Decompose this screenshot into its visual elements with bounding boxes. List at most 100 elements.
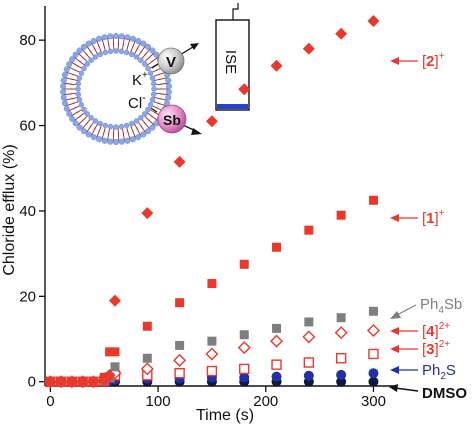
- lipid-head: [150, 91, 157, 98]
- sb-arrow-head: [191, 128, 202, 135]
- x-tick-label: 0: [46, 393, 54, 410]
- lipid-head: [107, 123, 114, 130]
- lipid-head: [145, 106, 151, 113]
- lipid-head: [118, 33, 125, 40]
- data-point: [173, 155, 186, 168]
- data-point: [336, 369, 347, 380]
- lipid-head: [124, 49, 130, 56]
- sb-carrier: [157, 104, 187, 134]
- axis-ticks: 0 100 200 300 0 20 40 60 80: [19, 32, 386, 410]
- data-point: [140, 362, 154, 376]
- data-point: [272, 323, 282, 333]
- lipid-tail: [79, 60, 86, 66]
- lipid-tail: [82, 57, 88, 63]
- lipid-head: [133, 54, 140, 60]
- lipid-head: [113, 48, 119, 54]
- data-point: [205, 347, 219, 361]
- lipid-head: [90, 134, 97, 141]
- cl-arrow: [150, 107, 158, 113]
- lipid-head: [101, 34, 108, 41]
- data-point: [110, 362, 120, 372]
- lipid-tail: [70, 96, 79, 100]
- data-point: [367, 14, 380, 27]
- vesicle-membrane: [60, 33, 172, 145]
- lipid-head: [76, 75, 83, 81]
- data-point: [270, 334, 284, 348]
- lipid-tail: [98, 46, 102, 53]
- y-tick-label: 0: [28, 374, 36, 391]
- lipid-head: [102, 49, 108, 56]
- lipid-head: [84, 61, 90, 67]
- lipid-head: [145, 128, 152, 135]
- data-point: [44, 375, 57, 388]
- data-point: [109, 294, 121, 307]
- lipid-head: [66, 61, 73, 68]
- lipid-head: [135, 134, 142, 141]
- lipid-head: [145, 43, 152, 50]
- data-point: [335, 27, 348, 40]
- lipid-head: [165, 88, 172, 95]
- lipid-tail: [146, 112, 153, 118]
- lipid-head: [124, 137, 131, 144]
- lipid-head: [142, 61, 148, 67]
- data-point: [302, 330, 316, 344]
- lipid-head: [129, 120, 135, 127]
- lipid-tail: [133, 123, 138, 130]
- data-point: [303, 370, 314, 381]
- svg-text:[1]+: [1]+: [422, 208, 445, 227]
- lipid-head: [60, 88, 67, 95]
- data-point: [142, 353, 152, 363]
- label-ph2s: Ph2S: [390, 362, 456, 382]
- lipid-head: [88, 115, 94, 121]
- lipid-head: [112, 138, 119, 145]
- lipid-head: [118, 123, 125, 130]
- lipid-head: [76, 97, 83, 103]
- lipid-tail: [144, 57, 150, 63]
- lipid-head: [97, 120, 103, 127]
- lipid-head: [75, 91, 82, 98]
- data-point: [336, 210, 346, 220]
- lipid-head: [140, 131, 147, 138]
- lipid-tail: [98, 125, 102, 132]
- label-1: [1]+: [390, 208, 445, 227]
- lipid-head: [60, 83, 67, 90]
- lipid-tail: [153, 96, 162, 100]
- lipid-head: [72, 51, 79, 58]
- lipid-head: [81, 65, 87, 72]
- lipid-head: [85, 131, 92, 138]
- data-point: [207, 279, 217, 289]
- data-point: [238, 83, 251, 96]
- lipid-head: [61, 71, 68, 78]
- lipid-head: [102, 122, 108, 129]
- svg-text:[3]2+: [3]2+: [422, 339, 450, 358]
- lipid-head: [149, 47, 156, 54]
- data-point: [239, 363, 250, 375]
- data-point: [87, 375, 100, 388]
- data-point: [55, 375, 68, 388]
- lipid-head: [78, 70, 85, 76]
- y-tick-label: 40: [19, 203, 36, 220]
- lipid-head: [81, 106, 87, 113]
- data-point: [239, 259, 249, 269]
- lipid-head: [129, 136, 136, 143]
- data-point: [237, 341, 251, 355]
- data-point: [368, 376, 379, 387]
- lipid-head: [84, 111, 90, 117]
- v-carrier: [157, 47, 185, 75]
- electrode-membrane: [217, 104, 248, 109]
- label-3: [3]2+: [390, 339, 450, 358]
- data-point: [206, 365, 218, 377]
- lipid-head: [76, 124, 83, 131]
- lipid-head: [88, 57, 94, 63]
- data-point: [174, 367, 185, 379]
- electrode-wire: [232, 3, 239, 20]
- lipid-head: [113, 124, 119, 130]
- data-point: [270, 59, 283, 72]
- lipid-head: [60, 77, 67, 84]
- v-carrier-label: V: [166, 54, 176, 71]
- data-point: [105, 347, 115, 357]
- data-point: [76, 375, 89, 388]
- data-point: [303, 357, 315, 368]
- data-point: [173, 353, 187, 367]
- lipid-tail: [94, 123, 99, 130]
